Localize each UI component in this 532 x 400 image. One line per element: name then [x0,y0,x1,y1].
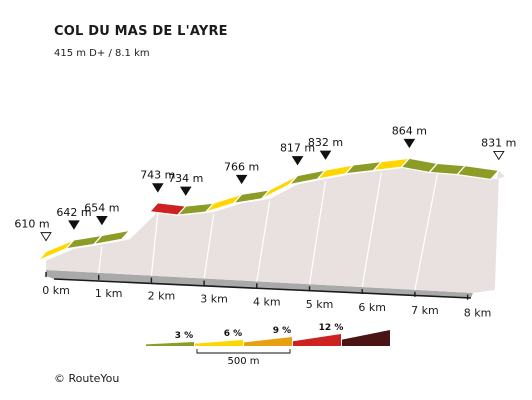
legend-swatch [195,340,243,346]
legend-swatch [244,337,292,346]
elevation-label: 734 m [168,172,203,185]
legend-label: 12 % [319,323,344,333]
elevation-marker [235,174,248,185]
km-separator-line [203,214,215,279]
x-axis-line [53,278,471,299]
x-tick-label: 6 km [358,301,386,314]
x-tick-label: 7 km [411,304,439,317]
elevation-marker-hollow [40,232,52,242]
profile-surface [46,167,499,293]
gradient-legend: 3 % 6 % 9 % 12 % 500 m [146,323,390,367]
legend-scale-bracket [196,349,291,354]
elevation-marker [68,220,80,230]
x-tick-label: 4 km [253,295,281,308]
legend-swatch [342,330,390,346]
elevation-label: 610 m [14,218,49,231]
gradient-segment [456,164,500,181]
elevation-marker [179,186,192,196]
elevation-marker [151,183,164,193]
chart-subtitle: 415 m D+ / 8.1 km [54,48,150,59]
km-separator-line [98,246,103,273]
legend-label: 3 % [175,331,193,341]
elevation-marker [96,216,108,226]
elevation-label: 654 m [84,201,119,214]
x-tick-label: 3 km [200,293,228,306]
elevation-marker [319,150,332,160]
km-separator-line [308,180,327,285]
elevation-marker [403,138,416,149]
elevation-marker-hollow [492,150,505,161]
elevation-label: 864 m [392,124,427,137]
profile-end-cap [496,170,505,180]
x-tick-label: 5 km [306,298,334,311]
base-side-face [46,270,473,298]
chart-title: COL DU MAS DE L'AYRE [54,24,228,39]
x-tick-label: 1 km [95,287,123,300]
elevation-label: 766 m [224,160,259,173]
routeyou-credit: © RouteYou [54,372,120,385]
legend-swatch [146,342,194,346]
km-separator-line [256,200,271,282]
legend-scale-label: 500 m [227,356,259,367]
legend-label: 9 % [273,326,291,336]
x-tick-label: 8 km [464,307,492,320]
x-tick-label: 2 km [148,290,176,303]
elevation-label: 743 m [140,169,175,182]
elevation-label: 832 m [308,136,343,149]
elevation-label: 817 m [280,142,315,155]
legend-label: 6 % [224,329,242,339]
km-separator-line [361,172,382,288]
elevation-marker [291,156,304,166]
legend-swatch [293,334,341,346]
km-separator-line [150,213,159,276]
x-tick-label: 0 km [42,284,70,297]
km-separator-line [414,174,438,290]
elevation-label: 642 m [56,206,91,219]
elevation-label: 831 m [481,136,516,149]
